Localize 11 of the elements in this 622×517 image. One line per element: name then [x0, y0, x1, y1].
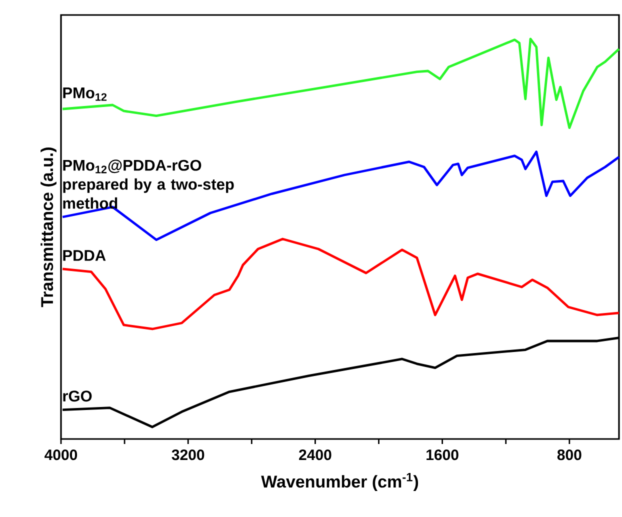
x-tick-label: 2400: [299, 450, 332, 460]
x-tick-label: 3200: [172, 450, 204, 460]
series-label: PMo$_{12}$: [63, 88, 107, 101]
series-label: rGO: [63, 390, 92, 402]
series-label: PMo$_{12}$@PDDA-rGO prepared by a two-step method: [63, 160, 234, 209]
series-label: PDDA: [63, 250, 106, 261]
x-tick-label: 800: [557, 450, 582, 460]
x-tick-label: 4000: [44, 450, 78, 460]
x-tick-label: 1600: [426, 450, 458, 460]
y-axis-title: Transmittance (a.u.): [40, 148, 56, 308]
x-axis-title: Wavenumber (cm$^{-1}$): [261, 473, 418, 492]
